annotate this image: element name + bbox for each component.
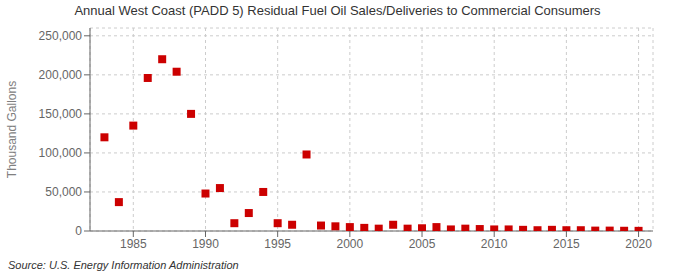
- svg-text:2020: 2020: [625, 237, 652, 251]
- svg-text:2010: 2010: [481, 237, 508, 251]
- svg-text:1995: 1995: [264, 237, 291, 251]
- svg-text:2005: 2005: [409, 237, 436, 251]
- svg-text:0: 0: [75, 224, 82, 238]
- svg-text:200,000: 200,000: [39, 68, 83, 82]
- svg-text:50,000: 50,000: [45, 185, 82, 199]
- html-text:Source: U.S. Energy Informatio: Source: U.S. Energy Information Administ…: [8, 259, 239, 271]
- svg-text:1990: 1990: [192, 237, 219, 251]
- svg-text:2000: 2000: [336, 237, 363, 251]
- html-text:Annual West Coast (PADD 5) Res: Annual West Coast (PADD 5) Residual Fuel…: [74, 3, 601, 18]
- svg-text:Thousand Gallons: Thousand Gallons: [8, 81, 19, 178]
- svg-text:100,000: 100,000: [39, 146, 83, 160]
- svg-text:1985: 1985: [120, 237, 147, 251]
- svg-text:150,000: 150,000: [39, 107, 83, 121]
- svg-text:250,000: 250,000: [39, 29, 83, 43]
- svg-text:2015: 2015: [553, 237, 580, 251]
